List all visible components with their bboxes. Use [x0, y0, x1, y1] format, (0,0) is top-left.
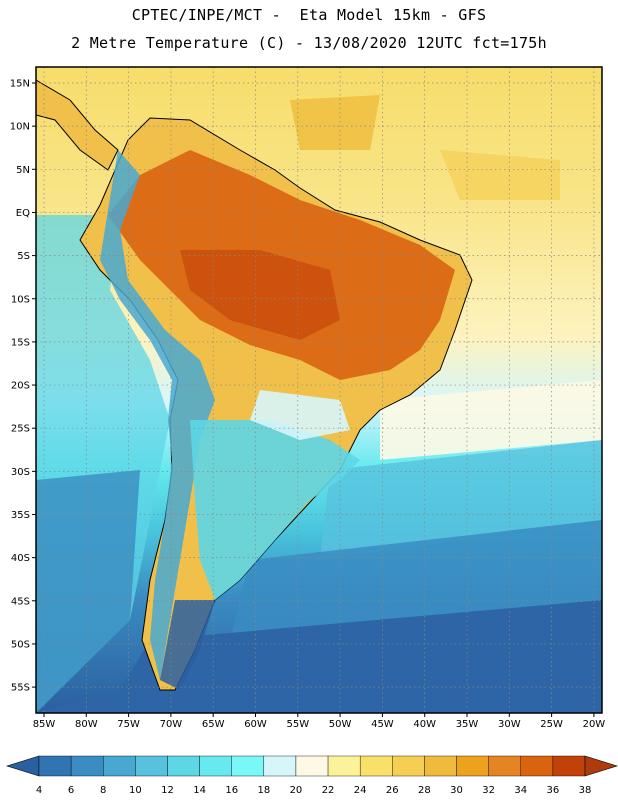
colorbar-tick-label: 8: [100, 785, 106, 796]
lon-label: 75W: [117, 719, 140, 730]
lon-label: 45W: [371, 719, 394, 730]
latitude-labels: 15N 10N 5N EQ 5S 10S 15S 20S 25S 30S 35S 40S 45S 50S 5…: [10, 79, 36, 694]
colorbar: 4 6 8 10 12 14 16 18 20 22 24 26 28 30 32 34 36 38: [5, 755, 618, 796]
colorbar-swatch: [456, 755, 489, 777]
colorbar-arrow-high: [584, 755, 618, 777]
colorbar-swatch: [135, 755, 168, 777]
colorbar-tick-label: 32: [482, 785, 495, 796]
central-america: [36, 79, 119, 171]
warm-patch-atlantic: [440, 150, 560, 200]
patagonia-cold: [160, 600, 215, 690]
colorbar-tick-label: 20: [290, 785, 303, 796]
colorbar-swatch: [327, 755, 361, 777]
colorbar-tick-label: 18: [257, 785, 270, 796]
colorbar-swatch: [103, 755, 136, 777]
colorbar-tick-label: 12: [161, 785, 174, 796]
lon-label: 20W: [583, 719, 606, 730]
lon-label: 35W: [456, 719, 479, 730]
lat-label: 5S: [17, 251, 30, 262]
colorbar-tick-label: 38: [579, 785, 592, 796]
lon-label: 30W: [498, 719, 521, 730]
colorbar-swatch: [231, 755, 265, 777]
colorbar-swatch: [167, 755, 200, 777]
lat-label: 45S: [11, 596, 30, 607]
lon-label: 85W: [33, 719, 56, 730]
andes-cold-strip: [100, 150, 215, 680]
cool-patch-atlantic: [380, 380, 602, 460]
title-line-2: 2 Metre Temperature (C) - 13/08/2020 12U…: [71, 34, 547, 52]
lat-label: 25S: [11, 424, 30, 435]
southern-cone-cool: [190, 420, 360, 600]
colorbar-tick-label: 28: [418, 785, 431, 796]
colorbar-tick-label: 36: [547, 785, 560, 796]
map-frame: [35, 66, 603, 714]
colorbar-tick-label: 4: [36, 785, 42, 796]
lat-label: 35S: [11, 510, 30, 521]
temperature-field: [36, 67, 602, 713]
colorbar-swatch: [359, 755, 393, 777]
colorbar-tick-label: 26: [386, 785, 399, 796]
colorbar-tick-label: 24: [354, 785, 367, 796]
lat-label: 10N: [10, 122, 30, 133]
lon-label: 40W: [413, 719, 436, 730]
warm-patch-caribbean: [290, 95, 380, 150]
colorbar-swatch: [488, 755, 521, 777]
lat-label: 5N: [16, 165, 30, 176]
colorbar-swatch: [70, 755, 104, 777]
lat-label: 15S: [11, 337, 30, 348]
lat-label: 20S: [11, 381, 30, 392]
colorbar-tick-label: 14: [193, 785, 206, 796]
colorbar-swatch: [520, 755, 554, 777]
colorbar-tick-label: 16: [225, 785, 238, 796]
lon-label: 70W: [160, 719, 183, 730]
colorbar-swatch: [38, 755, 72, 777]
colorbar-tick-label: 34: [514, 785, 527, 796]
lon-label: 80W: [75, 719, 98, 730]
pacific-cold-band: [36, 470, 140, 713]
lat-label: 15N: [10, 79, 30, 90]
colorbar-swatch: [263, 755, 297, 777]
southern-brazil-mild: [250, 390, 350, 440]
colorbar-tick-label: 6: [68, 785, 74, 796]
lon-label: 60W: [244, 719, 267, 730]
amazon-hottest-zone: [180, 250, 340, 340]
colorbar-tick-label: 10: [129, 785, 142, 796]
lat-label: 50S: [11, 639, 30, 650]
lon-label: 50W: [329, 719, 352, 730]
colorbar-swatch: [392, 755, 425, 777]
title-line-1: CPTEC/INPE/MCT - Eta Model 15km - GFS: [131, 6, 487, 24]
lon-label: 25W: [540, 719, 563, 730]
lat-label: 10S: [11, 294, 30, 305]
colorbar-swatch: [199, 755, 232, 777]
lat-label: EQ: [16, 208, 30, 219]
colorbar-tick-label: 22: [322, 785, 335, 796]
colorbar-swatch: [424, 755, 457, 777]
lon-label: 55W: [286, 719, 309, 730]
colorbar-swatch: [295, 755, 329, 777]
colorbar-arrow-low: [5, 755, 40, 777]
colorbar-swatch: [552, 755, 586, 777]
colorbar-tick-label: 30: [450, 785, 463, 796]
lat-label: 30S: [11, 467, 30, 478]
lat-label: 55S: [11, 683, 30, 694]
lon-label: 65W: [202, 719, 225, 730]
longitude-labels: 85W 80W 75W 70W 65W 60W 55W 50W 45W 40W 35W 30W 25W 2…: [33, 713, 606, 730]
lat-label: 40S: [11, 553, 30, 564]
